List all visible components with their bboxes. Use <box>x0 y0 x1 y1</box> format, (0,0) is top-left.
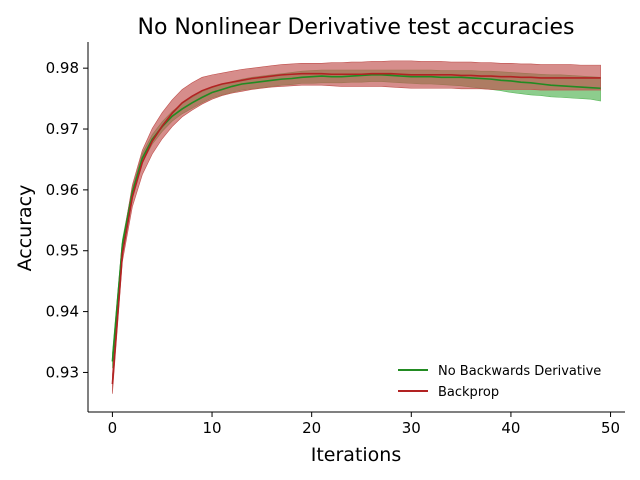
axes <box>87 42 625 413</box>
x-tick-label: 10 <box>202 419 221 437</box>
x-tick-label: 30 <box>402 419 421 437</box>
y-tick-label: 0.97 <box>46 120 79 138</box>
y-axis-label: Accuracy <box>14 185 36 272</box>
x-tick-label: 20 <box>302 419 321 437</box>
confidence-bands <box>112 60 601 394</box>
x-tick-label: 0 <box>108 419 118 437</box>
y-tick-label: 0.94 <box>46 303 79 321</box>
series-lines <box>111 72 601 385</box>
confidence-band-backprop <box>112 60 601 394</box>
legend-label-backprop: Backprop <box>438 385 499 400</box>
series-line-backprop <box>111 72 601 385</box>
y-ticks: 0.93 0.94 0.95 0.96 0.97 0.98 <box>46 59 88 381</box>
x-axis-label: Iterations <box>311 444 402 466</box>
x-tick-label: 40 <box>501 419 520 437</box>
series-line-no-backwards-derivative <box>111 74 601 362</box>
legend: No Backwards Derivative Backprop <box>398 364 601 400</box>
y-tick-label: 0.93 <box>46 363 79 381</box>
legend-label-no-backwards-derivative: No Backwards Derivative <box>438 364 601 379</box>
y-tick-label: 0.96 <box>46 181 79 199</box>
y-tick-label: 0.98 <box>46 59 79 77</box>
chart-title: No Nonlinear Derivative test accuracies <box>137 15 574 40</box>
x-ticks: 0 10 20 30 40 50 <box>108 412 620 437</box>
y-tick-label: 0.95 <box>46 242 79 260</box>
x-tick-label: 50 <box>601 419 620 437</box>
